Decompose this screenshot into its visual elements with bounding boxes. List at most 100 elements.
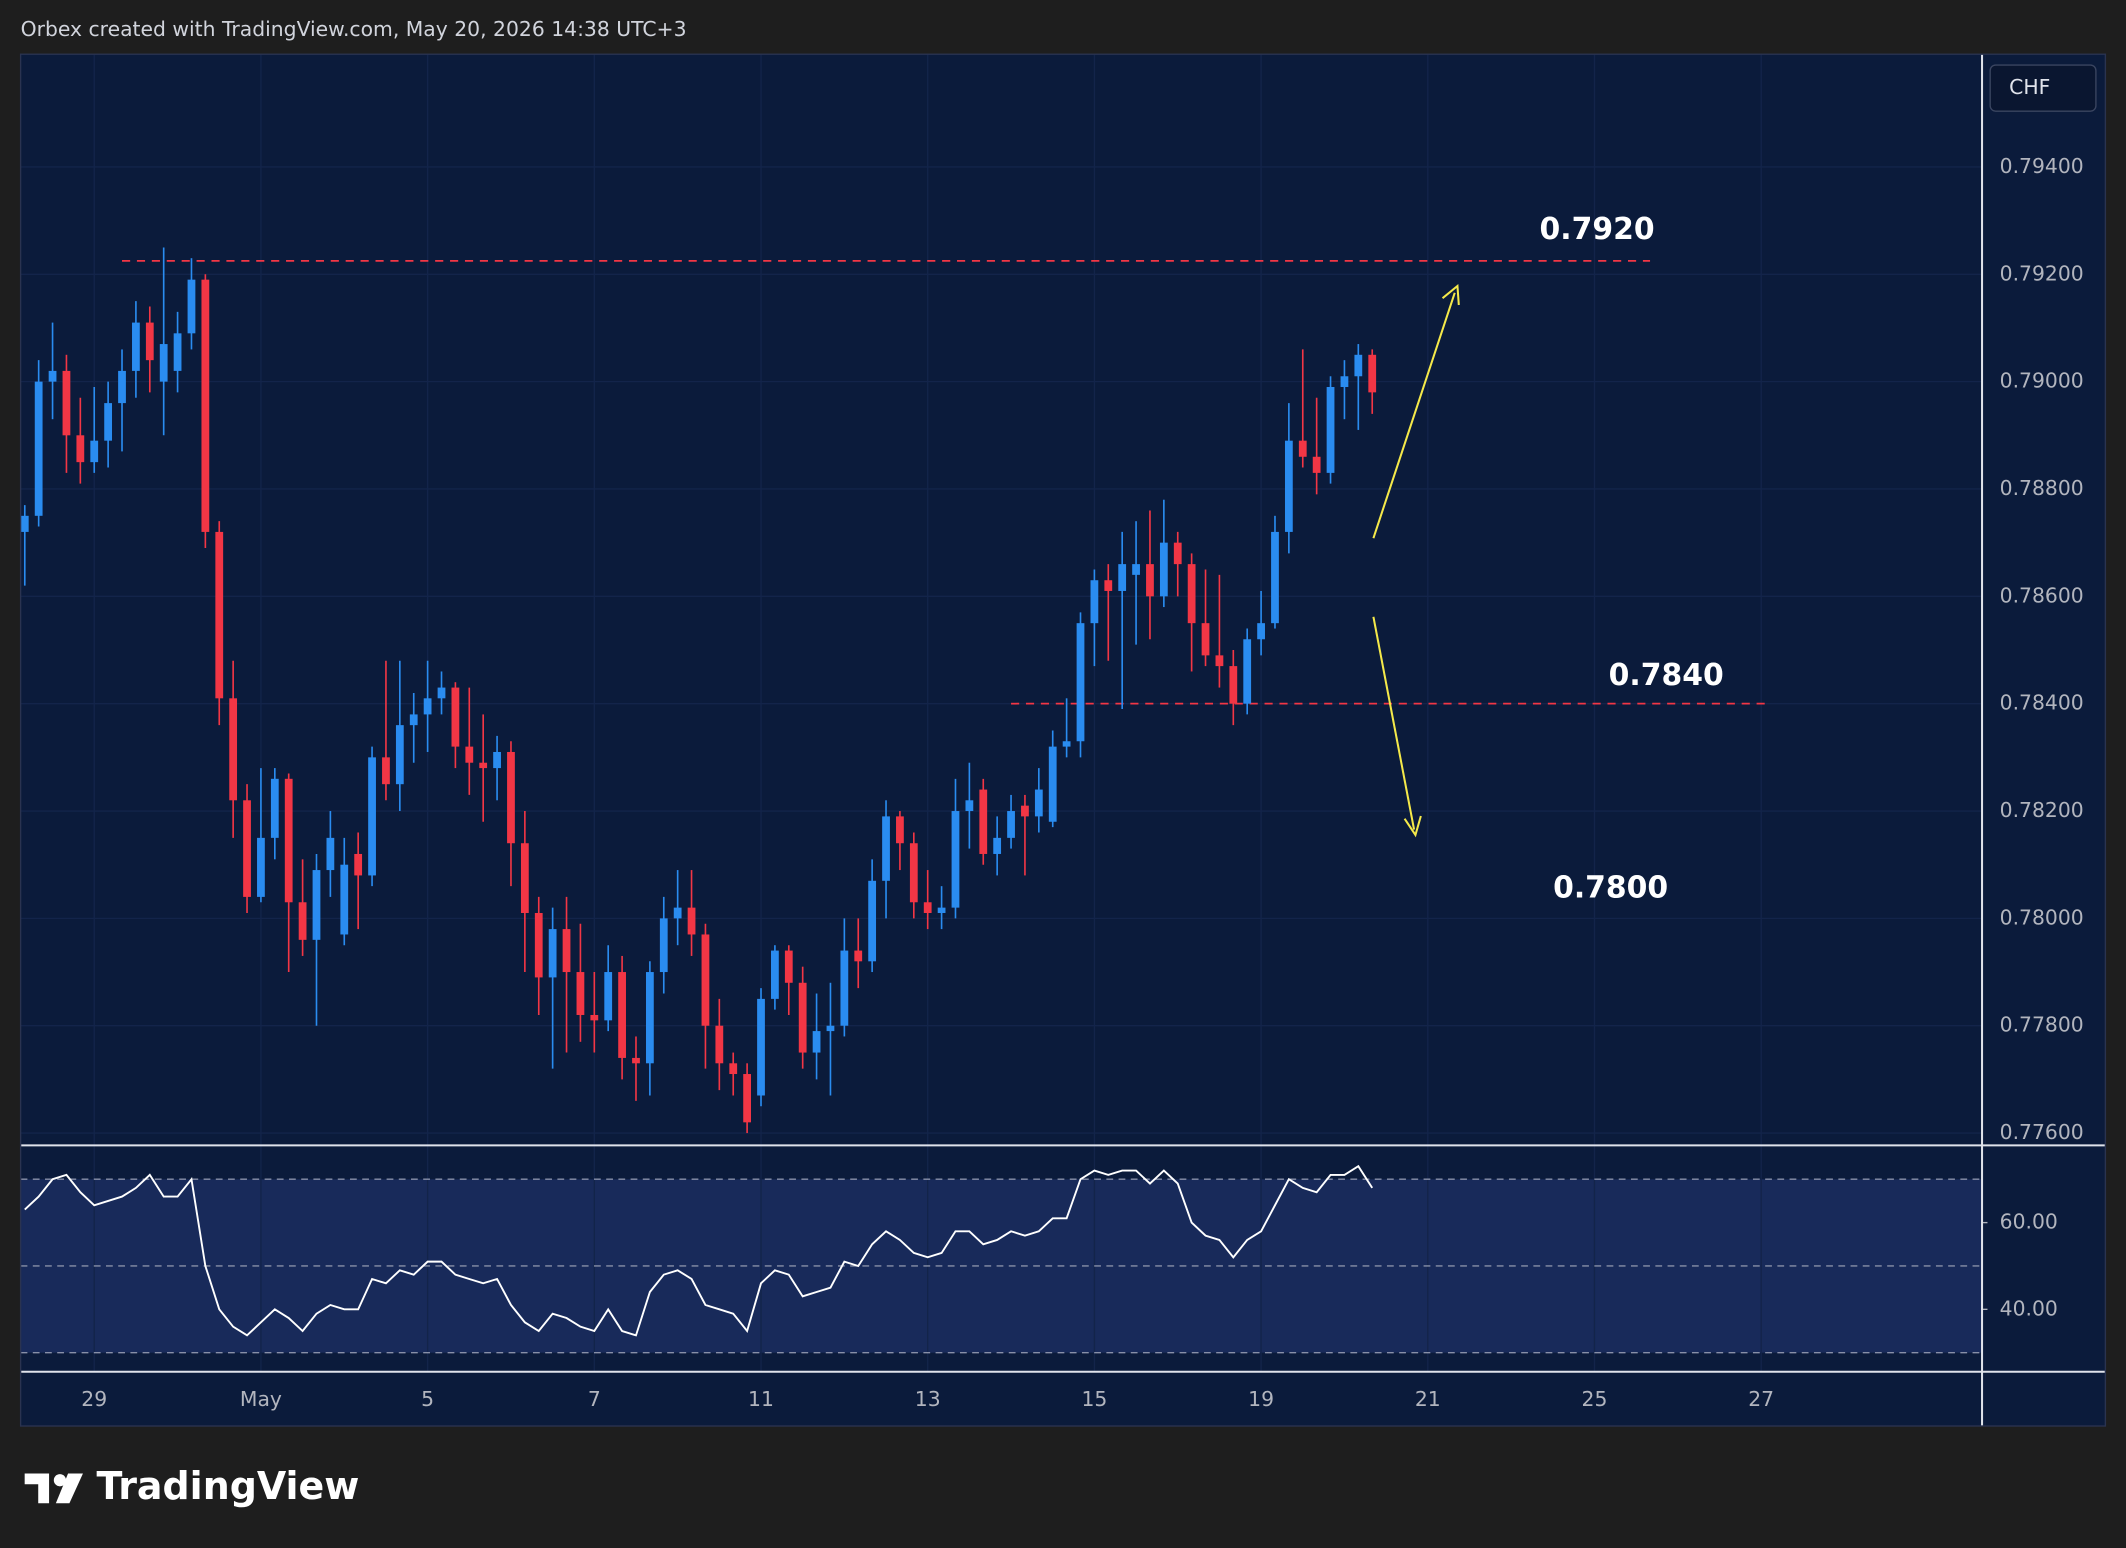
candle-body [90,440,99,463]
y-tick-label: 0.78800 [2000,476,2084,500]
candle-body [215,531,224,699]
x-tick-label: 27 [1748,1387,1774,1411]
candle-body [423,698,432,715]
brand-logo [24,1473,83,1504]
time-axis [20,1371,1983,1427]
candle-body [1368,354,1377,393]
candle-body [937,907,946,914]
candle-body [243,800,251,897]
candle-body [395,725,404,785]
x-tick-label: 11 [748,1387,774,1411]
candle-body [229,698,238,801]
candle-body [354,853,363,876]
candle-body [104,403,113,441]
candle-body [534,913,543,978]
candle-body [1076,623,1085,742]
candle-body [757,998,765,1096]
candle-body [993,837,1002,854]
candle-body [173,333,182,371]
y-tick-label: 40.00 [2000,1296,2058,1320]
y-tick-label: 0.77600 [2000,1120,2084,1144]
candle-body [1090,580,1099,624]
candle-body [1173,542,1182,565]
candle-body [1229,666,1238,704]
candle-body [896,816,904,844]
candle-body [62,370,71,436]
candle-body [1187,564,1196,624]
candle-body [590,1014,599,1021]
candle-body [1298,440,1307,457]
candle-body [812,1031,821,1053]
level-label: 0.7920 [1540,212,1655,247]
candle-body [979,789,988,854]
candle-body [1257,623,1265,640]
candle-body [840,950,849,1026]
header: Orbex created with TradingView.com, May … [21,17,687,41]
candle-body [548,929,557,978]
candle-body [604,972,613,1021]
rsi-line [24,1164,1374,1337]
x-tick-label: 25 [1582,1387,1608,1411]
y-tick-label: 60.00 [2000,1210,2058,1234]
currency: CHF [2009,75,2050,99]
candle-body [1007,811,1015,838]
candle-body [826,1025,835,1032]
x-tick-label: 15 [1081,1387,1107,1411]
candle-body [1132,564,1140,575]
candle-body [465,746,474,763]
y-tick-label: 0.78000 [2000,905,2084,929]
candle-body [132,322,140,371]
level-label: 0.7800 [1553,871,1668,906]
candle-body [1104,580,1113,591]
candle-body [562,929,571,973]
candle-body [1146,564,1154,597]
arrow-up [1372,292,1456,539]
level-label: 0.7840 [1609,658,1724,693]
candle-body [34,381,43,516]
brand: TradingView [97,1464,360,1508]
candle-body [326,837,335,871]
y-tick-label: 0.79400 [2000,154,2084,178]
y-tick-label: 0.78200 [2000,798,2084,822]
y-tick-label: 0.79200 [2000,261,2084,285]
candle-body [687,907,696,935]
candle-body [1159,542,1168,597]
currency-box [1989,64,2097,112]
candle-body [784,950,793,983]
candle-body [923,902,932,914]
candle-body [909,843,918,903]
candle-body [368,757,376,876]
candle-body [1354,354,1363,377]
y-tick-label: 0.78400 [2000,691,2084,715]
x-tick-label: 19 [1248,1387,1274,1411]
candle-body [882,816,890,881]
candle-body [340,864,349,935]
candle-body [645,972,654,1064]
candle-body [118,370,126,404]
candle-body [673,907,682,919]
candle-body [382,757,390,785]
candle-body [632,1057,640,1064]
candle-body [854,950,863,962]
candle-body [257,837,265,897]
candle-body [145,322,154,361]
candle-body [493,751,501,769]
candle-body [48,370,57,382]
candle-body [159,344,168,382]
x-tick-label: 29 [81,1387,107,1411]
x-tick-label: 13 [915,1387,941,1411]
candle-body [1326,386,1335,473]
candle-body [520,843,529,914]
candle-body [1215,655,1224,667]
candle-body [312,870,321,940]
candle-body [187,279,196,334]
price-pane [20,54,1983,1146]
candle-body [1201,623,1210,656]
candle-body [965,800,974,812]
candle-body [270,778,279,838]
x-tick-label: May [240,1387,282,1411]
candle-body [701,934,710,1026]
candle-body [298,902,307,940]
candle-body [618,972,626,1058]
